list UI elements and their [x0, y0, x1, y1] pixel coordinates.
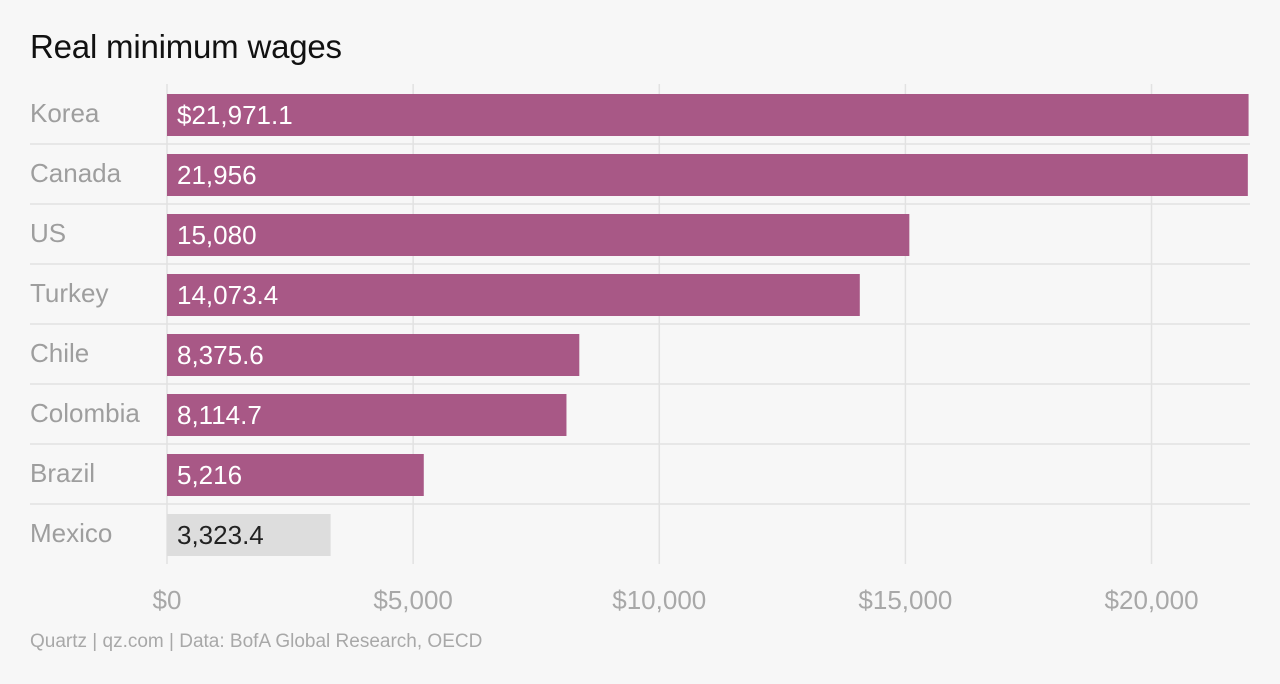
bar-colombia: [167, 394, 567, 436]
bars-layer: $21,971.1 21,956 15,080 14,073.4 8,375.6 8,11…: [167, 94, 1249, 556]
x-tick-label: $15,000: [858, 585, 952, 615]
bar-value-label: 14,073.4: [177, 280, 278, 310]
bar-brazil: [167, 454, 424, 496]
x-tick-label: $10,000: [612, 585, 706, 615]
category-label: Canada: [30, 158, 122, 188]
bar-value-label: 3,323.4: [177, 520, 264, 550]
bar-value-label: 8,114.7: [177, 400, 262, 430]
source-note: Quartz | qz.com | Data: BofA Global Rese…: [30, 631, 483, 652]
category-labels: Korea Canada US Turkey Chile Colombia Brazil Me…: [30, 98, 140, 548]
x-tick-label: $5,000: [373, 585, 453, 615]
x-tick-label: $20,000: [1105, 585, 1199, 615]
bar-korea: [167, 94, 1249, 136]
bar-value-label: 21,956: [177, 160, 257, 190]
bar-mexico: [167, 514, 331, 556]
chart-title: Real minimum wages: [30, 28, 342, 65]
category-label: US: [30, 218, 66, 248]
category-label: Mexico: [30, 518, 112, 548]
category-label: Turkey: [30, 278, 109, 308]
bar-value-label: 8,375.6: [177, 340, 264, 370]
bar-turkey: [167, 274, 860, 316]
bar-canada: [167, 154, 1248, 196]
bar-value-label: 15,080: [177, 220, 257, 250]
x-tick-label: $0: [153, 585, 182, 615]
bar-value-label: 5,216: [177, 460, 242, 490]
category-label: Chile: [30, 338, 89, 368]
category-label: Colombia: [30, 398, 140, 428]
category-label: Brazil: [30, 458, 95, 488]
bar-chile: [167, 334, 580, 376]
x-axis-ticks: $0 $5,000 $10,000 $15,000 $20,000: [153, 585, 1199, 615]
bar-value-label: $21,971.1: [177, 100, 293, 130]
bar-us: [167, 214, 910, 256]
category-label: Korea: [30, 98, 100, 128]
